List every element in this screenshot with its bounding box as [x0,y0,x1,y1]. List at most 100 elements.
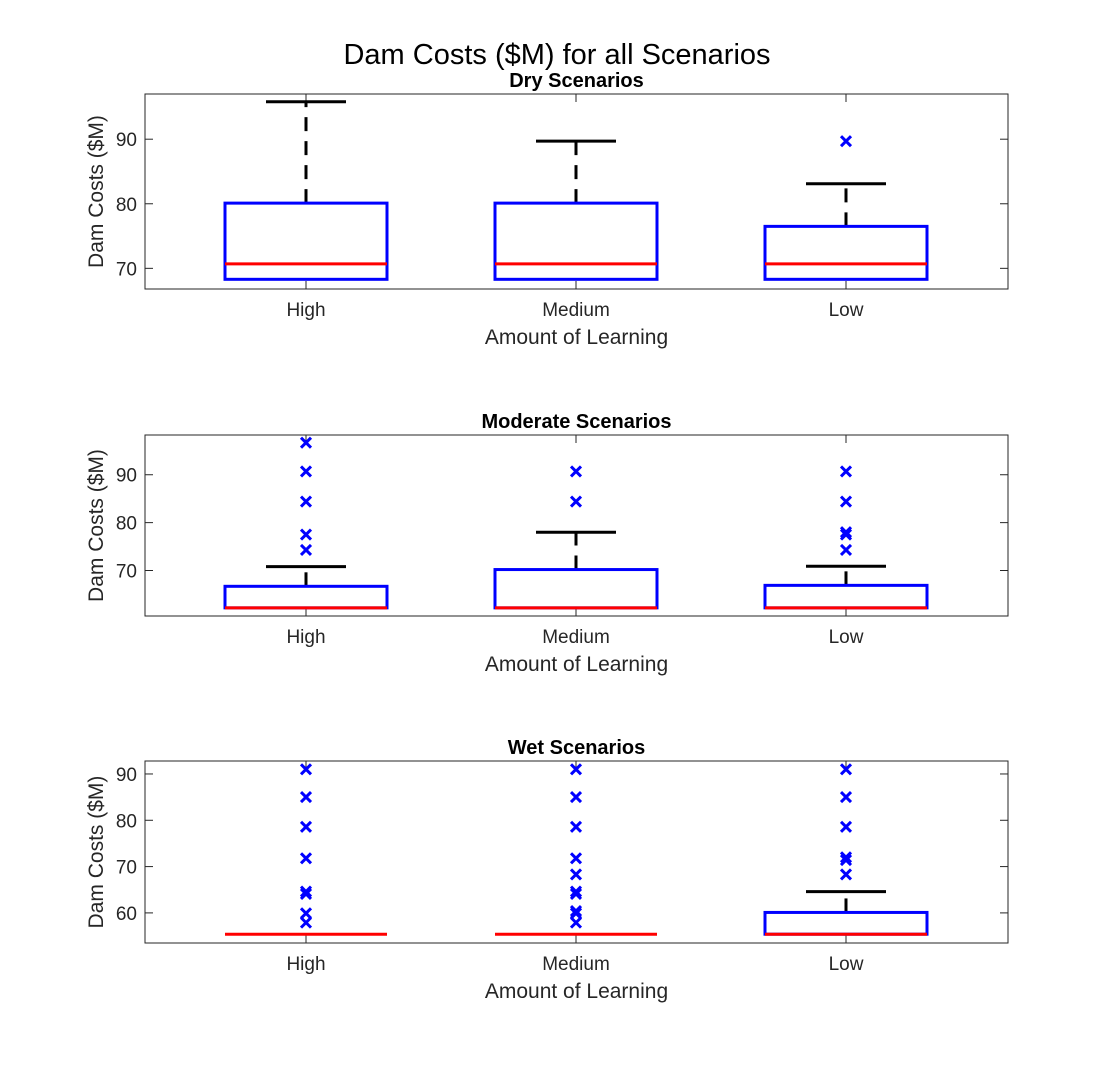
subplot-2: Moderate Scenarios 70 80 90 High Medium Low Amo… [85,411,1009,676]
y-tick-label: 80 [116,811,137,832]
outlier-marker [569,887,583,900]
y-axis-label: Dam Costs ($M) [85,449,108,602]
outlier-marker [839,791,853,804]
outlier-marker [299,916,313,929]
subplot-3: Wet Scenarios 60 70 80 90 High Medium Low Amount… [85,737,1009,1003]
outlier-stroke [569,791,583,804]
outlier-marker [299,465,313,478]
outlier-marker [299,763,313,776]
x-tick-label: Medium [542,627,610,648]
outlier-stroke [839,135,853,148]
outlier-stroke [839,763,853,776]
outlier-stroke [569,820,583,833]
outlier-stroke [569,465,583,478]
outlier-marker [569,820,583,833]
box-medium [495,763,657,936]
y-tick-label: 70 [116,858,137,879]
outlier-marker [569,916,583,929]
x-tick-label: High [286,954,325,975]
y-tick-label: 90 [116,130,137,151]
outlier-marker [839,526,853,539]
x-tick-label: Low [829,300,864,321]
y-tick-label: 90 [116,466,137,487]
outlier-stroke [839,868,853,881]
axes-frame [144,434,1009,617]
outlier-stroke [299,907,313,920]
outlier-marker [569,852,583,865]
outlier-stroke [839,495,853,508]
outlier-marker [839,854,853,867]
outlier-stroke [839,526,853,539]
subplot-1: Dry Scenarios 70 80 90 High Medium Low Amount o… [85,70,1009,349]
y-tick-label: 80 [116,514,137,535]
outlier-stroke [569,868,583,881]
outlier-stroke [569,916,583,929]
outlier-marker [569,868,583,881]
outlier-stroke [299,528,313,541]
outlier-stroke [299,495,313,508]
subplot-title: Dry Scenarios [509,70,644,92]
box-high [223,436,389,610]
outlier-stroke [569,495,583,508]
outlier-marker [299,820,313,833]
x-axis-label: Amount of Learning [485,653,668,676]
outlier-marker [839,495,853,508]
iqr-box [493,201,659,281]
x-tick-label: Low [829,954,864,975]
box-medium [493,139,659,281]
y-tick-label: 80 [116,195,137,216]
outlier-marker [839,465,853,478]
x-tick-label: Low [829,627,864,648]
outlier-marker [839,820,853,833]
subplot-title: Wet Scenarios [508,737,645,759]
y-tick-label: 70 [116,259,137,280]
outlier-marker [569,495,583,508]
outlier-stroke [839,543,853,556]
outlier-stroke [299,436,313,449]
box-low [763,763,929,936]
x-tick-label: High [286,300,325,321]
outlier-stroke [299,852,313,865]
outlier-marker [839,528,853,541]
box-medium [493,465,659,610]
outlier-marker [839,868,853,881]
outlier-stroke [839,528,853,541]
subplot-title: Moderate Scenarios [481,411,671,433]
outlier-marker [299,887,313,900]
outlier-stroke [569,885,583,898]
outlier-marker [839,851,853,864]
y-tick-label: 70 [116,562,137,583]
x-axis-label: Amount of Learning [485,326,668,349]
outlier-stroke [299,543,313,556]
outlier-marker [569,763,583,776]
outlier-stroke [839,791,853,804]
outlier-stroke [299,916,313,929]
outlier-marker [299,495,313,508]
outlier-marker [569,885,583,898]
outlier-stroke [839,465,853,478]
iqr-box [223,201,389,281]
outlier-marker [839,135,853,148]
outlier-stroke [299,791,313,804]
outlier-stroke [839,820,853,833]
box-low [763,465,929,610]
x-axis-label: Amount of Learning [485,980,668,1003]
y-tick-label: 90 [116,765,137,786]
outlier-marker [299,852,313,865]
outlier-stroke [299,465,313,478]
outlier-marker [299,885,313,898]
y-axis-label: Dam Costs ($M) [85,115,108,268]
outlier-stroke [299,763,313,776]
figure-title: Dam Costs ($M) for all Scenarios [343,39,770,71]
box-high [223,100,389,281]
outlier-marker [299,907,313,920]
outlier-marker [569,791,583,804]
outlier-stroke [569,904,583,918]
outlier-stroke [299,820,313,833]
outlier-marker [299,436,313,449]
outlier-marker [299,543,313,556]
outlier-stroke [299,887,313,900]
outlier-stroke [569,907,583,920]
box-low [763,135,929,281]
